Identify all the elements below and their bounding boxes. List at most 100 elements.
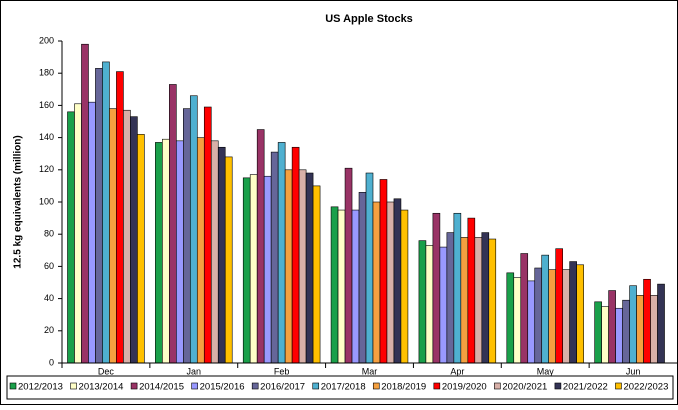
- bar: [351, 209, 360, 364]
- legend-swatch: [494, 382, 501, 390]
- legend-label: 2022/2023: [623, 382, 668, 393]
- bar: [95, 68, 103, 364]
- y-tick-label: 80: [44, 229, 54, 239]
- bar: [312, 185, 321, 364]
- bar: [81, 43, 89, 364]
- bar: [372, 201, 381, 364]
- y-tick-label: 200: [39, 35, 54, 45]
- bar: [622, 299, 630, 364]
- bar: [534, 267, 543, 364]
- chart-title: US Apple Stocks: [325, 13, 413, 25]
- bar: [155, 142, 163, 364]
- bar: [506, 272, 515, 364]
- legend-label: 2018/2019: [381, 382, 426, 393]
- bar: [453, 212, 462, 364]
- bar: [277, 142, 286, 364]
- bar: [446, 232, 455, 364]
- legend-label: 2012/2013: [18, 382, 63, 393]
- bar: [432, 212, 441, 364]
- legend-swatch: [251, 382, 259, 390]
- bar: [386, 201, 395, 364]
- bar: [123, 109, 131, 364]
- bar: [330, 206, 339, 364]
- y-tick-label: 180: [39, 68, 54, 78]
- bar: [474, 237, 483, 364]
- y-axis-label: 12.5 kg equivalents (million): [13, 135, 24, 268]
- bar: [242, 177, 251, 364]
- bar: [650, 295, 658, 364]
- bar: [210, 140, 219, 364]
- bar: [481, 232, 490, 364]
- bar: [169, 84, 177, 364]
- legend-label: 2015/2016: [200, 382, 245, 393]
- bar: [217, 146, 226, 364]
- bar: [657, 283, 665, 364]
- y-tick-label: 20: [44, 325, 54, 335]
- legend-swatch: [312, 382, 320, 390]
- bar: [576, 264, 584, 364]
- bar: [256, 129, 265, 364]
- bar: [284, 169, 293, 364]
- bar: [425, 245, 434, 364]
- legend-box: [6, 375, 674, 400]
- legend-label: 2016/2017: [260, 382, 305, 393]
- legend-swatch: [130, 382, 138, 390]
- bar: [270, 151, 279, 364]
- bar: [548, 269, 556, 364]
- bar: [643, 278, 651, 364]
- legend-swatch: [372, 382, 380, 390]
- bar: [418, 240, 427, 364]
- y-tick-label: 160: [39, 100, 54, 110]
- bar: [379, 179, 388, 364]
- bar: [344, 167, 353, 364]
- bar: [365, 172, 374, 364]
- bar: [520, 253, 529, 364]
- bar: [88, 101, 96, 364]
- bar: [488, 238, 497, 364]
- bar: [467, 217, 476, 364]
- bar: [189, 95, 198, 364]
- legend-swatch: [615, 382, 622, 390]
- x-tick-label: Feb: [274, 366, 290, 376]
- legend-label: 2017/2018: [321, 382, 366, 393]
- legend-label: 2013/2014: [79, 382, 124, 393]
- y-tick-label: 0: [49, 357, 54, 367]
- bar: [137, 134, 145, 364]
- x-tick-label: May: [537, 366, 555, 376]
- x-tick-label: Jun: [626, 366, 641, 376]
- bar: [109, 108, 117, 364]
- bar: [74, 103, 82, 364]
- bar: [196, 137, 205, 364]
- y-tick-label: 40: [44, 293, 54, 303]
- x-tick-label: Mar: [362, 366, 378, 376]
- bar: [601, 306, 609, 364]
- bar: [439, 246, 448, 364]
- bar: [291, 146, 300, 364]
- bar: [67, 111, 75, 364]
- bar: [555, 248, 563, 364]
- bar: [629, 285, 637, 364]
- legend-label: 2020/2021: [502, 382, 547, 393]
- bar: [162, 138, 170, 364]
- x-tick-label: Dec: [98, 366, 115, 376]
- legend-swatch: [433, 382, 441, 390]
- bar: [337, 209, 346, 364]
- bar: [298, 169, 307, 364]
- bar: [400, 209, 409, 364]
- bar: [224, 156, 233, 364]
- bar: [527, 280, 536, 364]
- x-tick-label: Jan: [187, 366, 202, 376]
- bar: [102, 61, 110, 364]
- bar: [358, 192, 367, 364]
- bar: [562, 269, 570, 364]
- bar: [636, 295, 644, 364]
- bar: [263, 175, 272, 364]
- legend-swatch: [70, 382, 77, 390]
- bar: [305, 172, 314, 364]
- bar: [130, 116, 138, 364]
- legend-label: 2014/2015: [139, 382, 184, 393]
- bar: [249, 174, 258, 364]
- y-tick-label: 140: [39, 132, 54, 142]
- bar: [176, 140, 184, 364]
